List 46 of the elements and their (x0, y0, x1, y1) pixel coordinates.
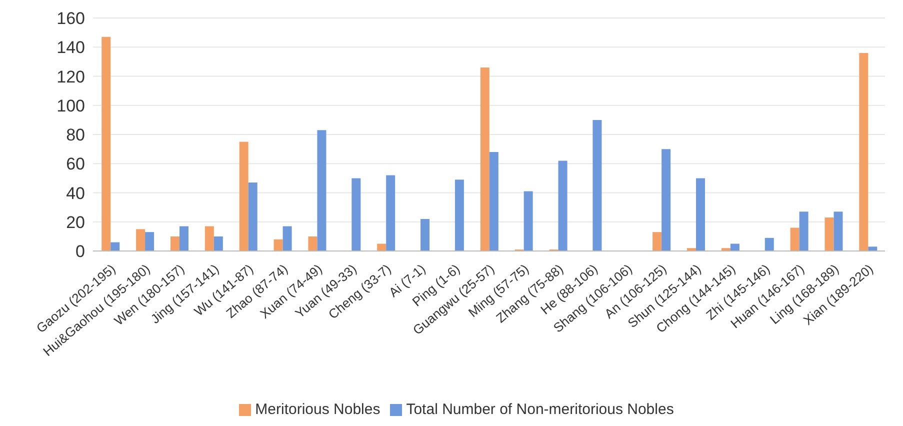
bar (524, 191, 533, 251)
bar (696, 178, 705, 251)
legend-label: Meritorious Nobles (255, 401, 380, 418)
y-tick-label: 0 (76, 242, 85, 262)
bar (179, 226, 188, 251)
bar (764, 238, 774, 251)
bar (145, 232, 154, 251)
bar (834, 212, 843, 251)
bar (652, 232, 662, 251)
bar (377, 244, 386, 251)
bar (859, 52, 868, 251)
y-tick-label: 60 (66, 154, 85, 174)
bar (662, 149, 671, 251)
bar (282, 226, 292, 251)
y-tick-label: 140 (56, 38, 85, 58)
bar (868, 246, 878, 251)
bar (170, 236, 180, 251)
bar (248, 182, 258, 251)
y-tick-label: 80 (66, 126, 85, 145)
bar (824, 218, 834, 251)
bar (489, 152, 498, 251)
bar (454, 180, 464, 251)
bar (592, 120, 602, 251)
bar (102, 36, 111, 251)
bar (730, 244, 740, 251)
y-tick-label: 40 (66, 184, 85, 203)
y-tick-label: 120 (56, 67, 85, 86)
bar (317, 130, 326, 251)
bar (790, 228, 800, 251)
bar (239, 142, 248, 251)
y-tick-label: 160 (56, 9, 85, 28)
bar (110, 242, 120, 251)
bar (480, 68, 490, 251)
bar (274, 239, 283, 251)
legend-label: Total Number of Non-meritorious Nobles (406, 401, 674, 418)
bar (204, 226, 214, 251)
bar (386, 175, 396, 251)
y-tick-label: 20 (66, 212, 85, 232)
bar (308, 236, 318, 251)
bar (352, 178, 361, 251)
bar (799, 212, 808, 251)
y-tick-label: 100 (56, 96, 85, 116)
bar (558, 160, 568, 251)
bar (136, 229, 146, 251)
bar (214, 236, 223, 251)
bar (420, 218, 430, 251)
